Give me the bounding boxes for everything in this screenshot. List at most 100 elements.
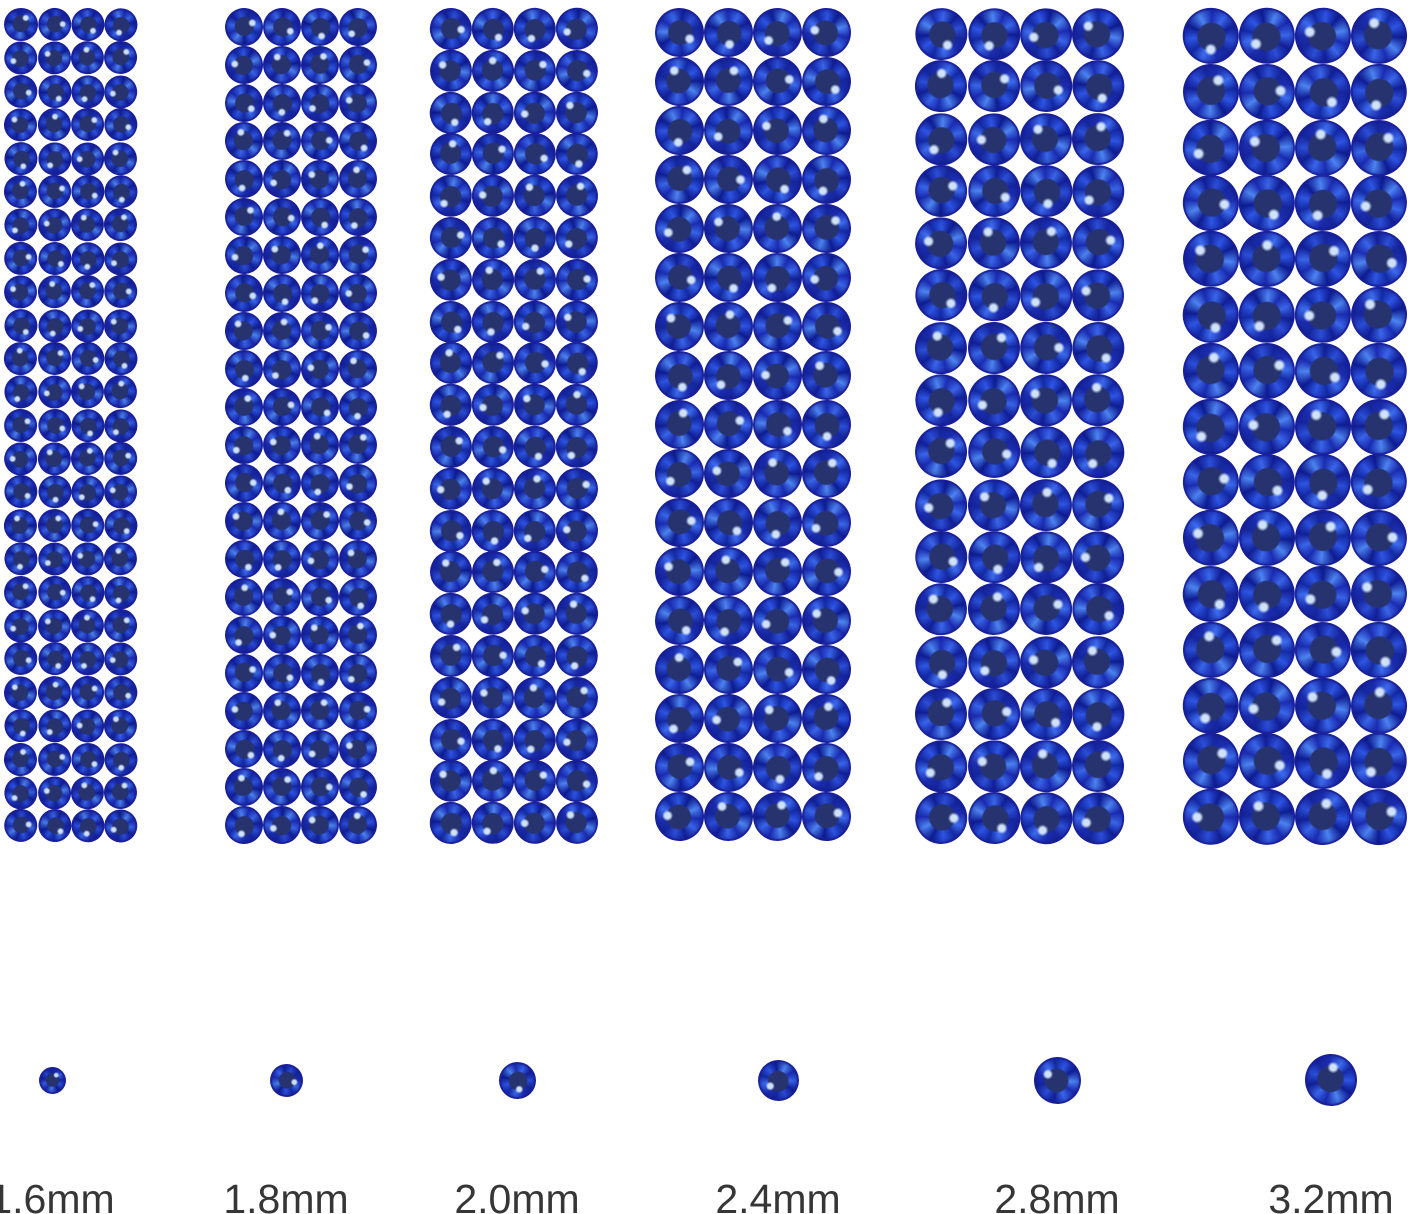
- rhinestone-gem: [1019, 530, 1074, 585]
- rhinestone-gem: [745, 637, 810, 702]
- rhinestone-gem: [1287, 223, 1359, 295]
- rhinestone-gem: [1231, 0, 1303, 72]
- rhinestone-gem: [36, 707, 73, 744]
- rhinestone-gem: [101, 672, 141, 713]
- rhinestone-strip-1.6mm: [0, 1, 145, 850]
- rhinestone-gem: [1174, 334, 1248, 408]
- rhinestone-gem: [224, 83, 264, 123]
- sample-gem-1.6mm: [38, 1066, 66, 1094]
- rhinestone-gem: [550, 211, 603, 264]
- rhinestone-gem: [296, 573, 344, 621]
- rhinestone-gem: [509, 630, 561, 682]
- rhinestone-gem: [99, 470, 143, 515]
- rhinestone-gem: [429, 634, 473, 678]
- sample-gem-2.4mm: [751, 1053, 805, 1107]
- rhinestone-gem: [1178, 672, 1244, 739]
- rhinestone-gem: [1230, 557, 1304, 631]
- rhinestone-gem: [331, 798, 385, 852]
- rhinestone-gem: [907, 731, 977, 801]
- rhinestone-gem: [653, 6, 706, 59]
- rhinestone-gem: [295, 458, 345, 508]
- rhinestone-gem: [794, 0, 859, 65]
- rhinestone-gem: [1, 205, 41, 245]
- size-label: 3.2mm: [1268, 1176, 1394, 1214]
- rhinestone-gem: [1065, 315, 1132, 381]
- rhinestone-gem: [67, 471, 108, 513]
- rhinestone-gem: [1291, 339, 1354, 402]
- rhinestone-gem: [2, 373, 40, 411]
- rhinestone-gem: [466, 1, 521, 56]
- rhinestone-gem: [1292, 675, 1354, 736]
- rhinestone-gem: [0, 637, 43, 681]
- rhinestone-gem: [798, 53, 855, 110]
- rhinestone-gem: [748, 101, 807, 160]
- rhinestone-gem: [1289, 169, 1357, 237]
- rhinestone-gem: [34, 806, 74, 846]
- rhinestone-gem: [549, 628, 605, 684]
- size-label: 2.0mm: [454, 1176, 580, 1214]
- rhinestone-gem: [297, 498, 343, 544]
- rhinestone-gem: [257, 306, 307, 356]
- rhinestone-gem: [750, 250, 805, 305]
- rhinestone-gem: [744, 489, 811, 556]
- rhinestone-gem: [33, 303, 76, 347]
- rhinestone-gem: [221, 384, 267, 430]
- rhinestone-gem: [696, 98, 761, 163]
- rhinestone-strip-2.0mm: [421, 0, 607, 853]
- rhinestone-gem: [33, 437, 76, 480]
- rhinestone-gem: [259, 346, 305, 392]
- rhinestone-gem: [334, 725, 382, 773]
- rhinestone-gem: [1232, 726, 1302, 796]
- rhinestone-gem: [332, 495, 384, 547]
- rhinestone-gem: [258, 421, 306, 469]
- rhinestone-gem: [37, 608, 72, 643]
- rhinestone-gem: [965, 162, 1023, 220]
- rhinestone-gem: [507, 168, 563, 224]
- rhinestone-gem: [466, 420, 520, 474]
- rhinestone-gem: [1350, 733, 1407, 790]
- rhinestone-gem: [298, 157, 342, 201]
- rhinestone-gem: [333, 230, 383, 280]
- rhinestone-gem: [224, 615, 264, 655]
- rhinestone-strip-2.4mm: [644, 0, 862, 851]
- rhinestone-gem: [0, 304, 42, 347]
- rhinestone-gem: [508, 587, 562, 641]
- rhinestone-gem: [698, 639, 759, 700]
- rhinestone-gem: [220, 269, 268, 317]
- rhinestone-gem: [912, 684, 972, 744]
- rhinestone-gem: [100, 605, 142, 647]
- rhinestone-gem: [1175, 725, 1248, 798]
- rhinestone-gem: [336, 5, 380, 49]
- rhinestone-gem: [1015, 213, 1077, 274]
- rhinestone-gem: [428, 173, 475, 220]
- rhinestone-gem: [98, 369, 144, 415]
- rhinestone-gem: [1294, 509, 1352, 567]
- rhinestone-gem: [0, 403, 43, 448]
- rhinestone-gem: [220, 307, 268, 355]
- rhinestone-gem: [34, 338, 75, 379]
- rhinestone-gem: [426, 296, 477, 347]
- rhinestone-gem: [0, 271, 42, 313]
- rhinestone-gem: [912, 266, 971, 325]
- rhinestone-gem: [100, 104, 142, 146]
- rhinestone-gem: [68, 373, 107, 411]
- rhinestone-gem: [0, 69, 44, 114]
- rhinestone-gem: [295, 724, 345, 774]
- rhinestone-gem: [915, 112, 968, 165]
- rhinestone-gem: [796, 198, 857, 259]
- rhinestone-gem: [1234, 617, 1300, 682]
- rhinestone-gem: [470, 89, 516, 136]
- rhinestone-gem: [744, 293, 811, 360]
- rhinestone-gem: [219, 154, 269, 204]
- rhinestone-gem: [1070, 738, 1126, 794]
- rhinestone-gem: [219, 800, 269, 850]
- rhinestone-gem: [334, 79, 382, 127]
- rhinestone-gem: [334, 763, 382, 811]
- rhinestone-gem: [509, 44, 561, 97]
- rhinestone-gem: [649, 443, 710, 504]
- rhinestone-gem: [101, 38, 141, 78]
- rhinestone-gem: [511, 506, 559, 555]
- rhinestone-gem: [909, 525, 974, 589]
- rhinestone-gem: [746, 148, 809, 211]
- rhinestone-gem: [1010, 417, 1082, 488]
